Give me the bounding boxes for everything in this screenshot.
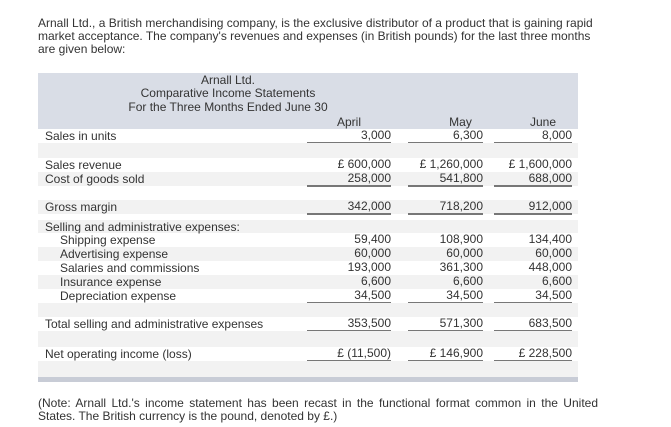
spacer-row: [38, 143, 578, 158]
cell-june: 134,400: [528, 232, 572, 246]
cell-april: 342,000: [307, 200, 391, 215]
row-label: Cost of goods sold: [45, 172, 145, 186]
cell-june: £ 1,600,000: [508, 157, 572, 171]
cell-april: 353,500: [307, 317, 391, 332]
table-header: Arnall Ltd. Comparative Income Statement…: [38, 73, 578, 129]
cell-april: 59,400: [354, 232, 391, 246]
table-row-shipping: Shipping expense 59,400 108,900 134,400: [38, 232, 578, 248]
table-row-cogs: Cost of goods sold 258,000 541,800 688,000: [38, 172, 578, 187]
income-statement-table: Arnall Ltd. Comparative Income Statement…: [38, 73, 578, 382]
spacer-row: [38, 361, 578, 377]
table-row-sga: Selling and administrative expenses:: [38, 220, 578, 234]
cell-may: 571,300: [408, 317, 483, 332]
table-bottom-bar: [38, 377, 578, 382]
statement-title: Comparative Income Statements: [140, 86, 316, 100]
table-row-revenue: Sales revenue £ 600,000 £ 1,260,000 £ 1,600…: [38, 157, 578, 173]
spacer-row: [38, 331, 578, 347]
cell-june: 912,000: [494, 200, 572, 215]
cell-may: 108,900: [439, 232, 483, 246]
cell-june: 60,000: [535, 246, 572, 260]
cell-may: 541,800: [408, 172, 483, 187]
row-label: Gross margin: [45, 200, 118, 214]
table-row-salaries: Salaries and commissions 193,000 361,300 44…: [38, 260, 578, 276]
cell-may: 6,300: [408, 129, 483, 144]
cell-april: 3,000: [307, 129, 391, 144]
table-row-insurance: Insurance expense 6,600 6,600 6,600: [38, 275, 578, 289]
cell-may: 718,200: [408, 200, 483, 215]
table-row-advertising: Advertising expense 60,000 60,000 60,000: [38, 247, 578, 261]
cell-may: 361,300: [439, 260, 483, 274]
cell-april: 258,000: [307, 172, 391, 187]
cell-april: £ 600,000: [337, 157, 391, 171]
spacer-row: [38, 303, 578, 317]
cell-june: 448,000: [528, 260, 572, 274]
row-label: Sales in units: [45, 129, 117, 143]
spacer-row: [38, 186, 578, 200]
row-label: Net operating income (loss): [45, 347, 192, 361]
row-label: Shipping expense: [60, 233, 156, 247]
cell-june: 6,600: [541, 274, 572, 288]
row-label: Sales revenue: [45, 158, 122, 172]
table-row-depreciation: Depreciation expense 34,500 34,500 34,500: [38, 289, 578, 304]
table-row-net: Net operating income (loss) £ (11,500) £ 1…: [38, 347, 578, 363]
row-label: Advertising expense: [60, 247, 169, 261]
cell-june: 34,500: [494, 289, 572, 304]
cell-june: 683,500: [494, 317, 572, 332]
month-june: June: [529, 115, 557, 129]
cell-april: 34,500: [307, 289, 391, 304]
cell-may: 60,000: [446, 246, 483, 260]
row-label: Insurance expense: [60, 275, 162, 289]
cell-april: 6,600: [360, 274, 391, 288]
cell-april: 60,000: [354, 246, 391, 260]
cell-april: 193,000: [347, 260, 391, 274]
cell-may: 6,600: [452, 274, 483, 288]
problem-intro: Arnall Ltd., a British merchandising com…: [38, 16, 593, 56]
cell-june: 8,000: [494, 129, 572, 144]
table-row-total: Total selling and administrative expense…: [38, 317, 578, 332]
table-row-units: Sales in units 3,000 6,300 8,000: [38, 129, 578, 144]
statement-period: For the Three Months Ended June 30: [128, 100, 328, 114]
cell-may: £ 1,260,000: [419, 157, 483, 171]
row-label: Selling and administrative expenses:: [45, 220, 240, 234]
cell-may: 34,500: [408, 289, 483, 304]
note: (Note: Arnall Ltd.'s income statement ha…: [38, 396, 598, 423]
row-label: Salaries and commissions: [60, 261, 200, 275]
cell-june: 688,000: [494, 172, 572, 187]
row-label: Depreciation expense: [60, 289, 177, 303]
month-may: May: [449, 115, 472, 129]
company-name: Arnall Ltd.: [200, 73, 256, 87]
month-april: April: [336, 115, 361, 129]
table-row-gross: Gross margin 342,000 718,200 912,000: [38, 200, 578, 215]
row-label: Total selling and administrative expense…: [45, 317, 264, 331]
